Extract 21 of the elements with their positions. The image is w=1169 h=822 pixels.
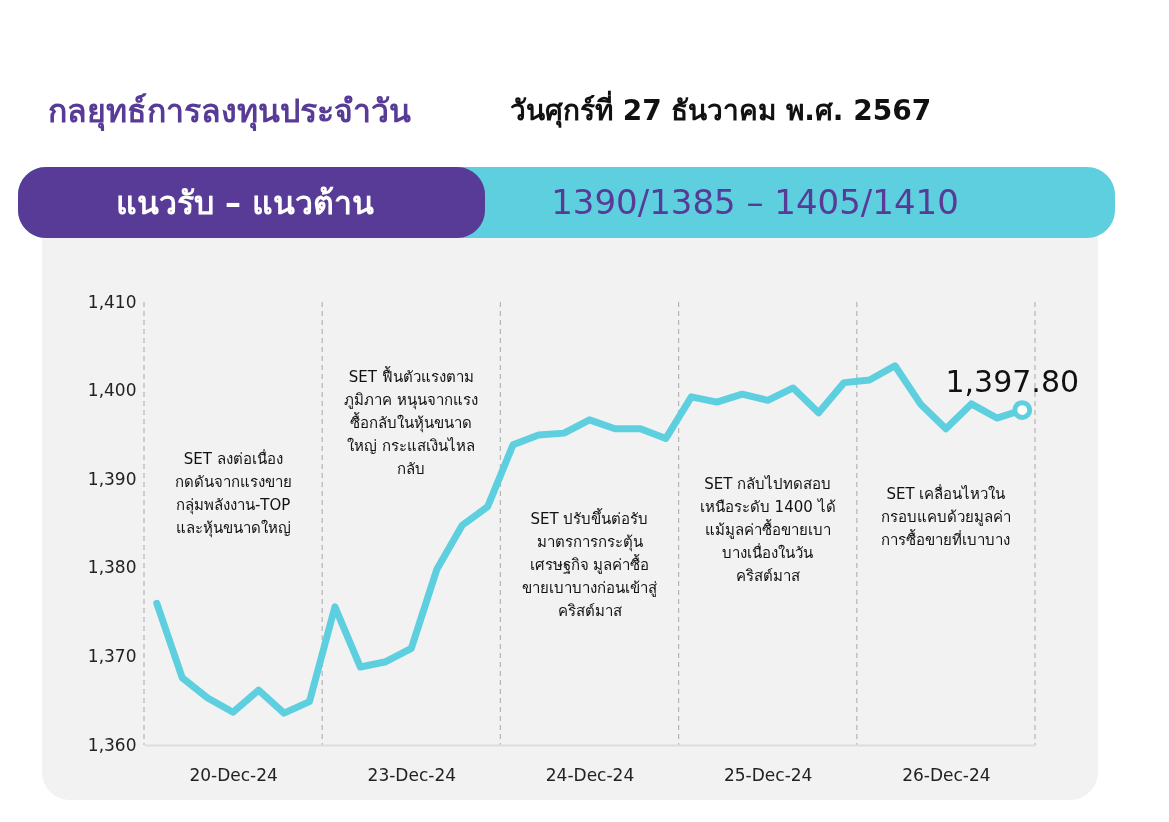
chart-title: กลยุทธ์การลงทุนประจำวัน: [48, 92, 411, 132]
annotation: 1,397.80: [945, 364, 1080, 400]
annotation: SET กลับไปทดสอบ เหนือระดับ 1400 ได้ แม้มูลค่าซื้อขายเบา บางเนื่องในวัน คริสต์มาส: [699, 475, 836, 585]
x-tick-label: 24-Dec-24: [545, 764, 635, 785]
y-tick-label: 1,390: [87, 468, 137, 489]
chart-subtitle: วันศุกร์ที่ 27 ธันวาคม พ.ศ. 2567: [510, 90, 932, 128]
y-tick-label: 1,370: [87, 645, 137, 666]
annotation: SET ปรับขึ้นต่อรับ มาตรการกระตุ้น เศรษฐกิจ มูลค่าซื้อ ขายเบาบางก่อนเข้าสู่ คริสต์มาส: [522, 508, 657, 620]
annotation: SET ฟื้นตัวแรงตาม ภูมิภาค หนุนจากแรง ซื้อกลับในหุ้นขนาด ใหญ่ กระแสเงินไหล กลับ: [344, 366, 479, 478]
annotation: SET เคลื่อนไหวใน กรอบแคบด้วยมูลค่า การซื้อขายที่เบาบาง: [880, 483, 1011, 549]
text: 1390/1385 – 1405/1410: [551, 182, 959, 222]
x-tick-label: 20-Dec-24: [189, 764, 278, 785]
y-tick-label: 1,360: [87, 734, 137, 755]
x-tick-label: 23-Dec-24: [367, 764, 457, 785]
y-tick-label: 1,400: [87, 380, 137, 401]
y-tick-label: 1,380: [87, 557, 137, 578]
x-tick-label: 25-Dec-24: [723, 764, 813, 785]
annotation: SET ลงต่อเนื่อง กดดันจากแรงขาย กลุ่มพลังงาน-TOP และหุ้นขนาดใหญ่: [174, 448, 292, 538]
text: แนวรับ – แนวต้าน: [115, 184, 375, 222]
x-tick-label: 26-Dec-24: [902, 764, 991, 785]
y-tick-label: 1,410: [87, 291, 137, 312]
